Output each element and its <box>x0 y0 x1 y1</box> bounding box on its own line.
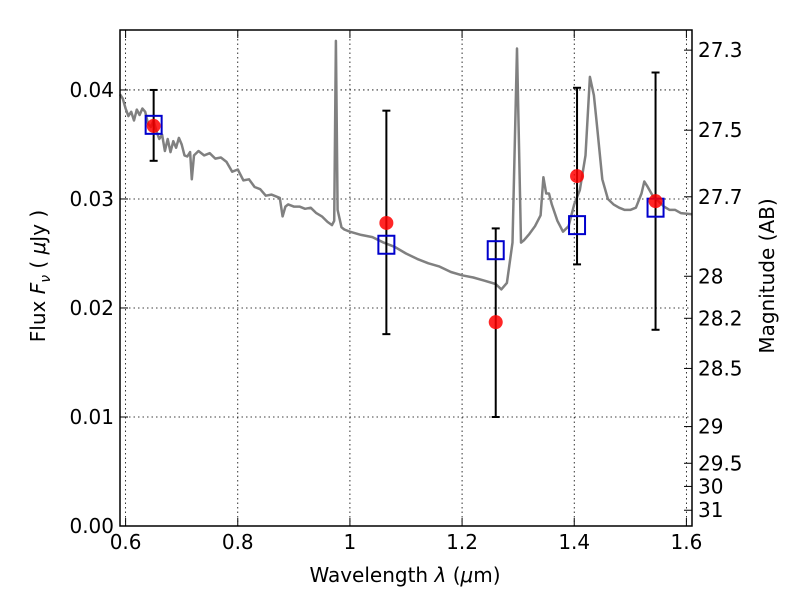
y2-tick-label: 28.2 <box>698 306 743 330</box>
y-tick-label: 0.04 <box>69 78 114 102</box>
x-tick-label: 1.6 <box>670 530 702 554</box>
x-tick-label: 1.2 <box>446 530 478 554</box>
plot-frame <box>119 29 693 527</box>
plot-content <box>118 39 693 418</box>
axes: 0.6 0.8 1 1.2 1.4 1.6 0.00 0.01 0.02 0.03 0.04 27.3… <box>69 30 743 554</box>
x-tick-label: 0.8 <box>222 530 254 554</box>
model-photometry-square <box>377 234 396 255</box>
y-tick-label: 0.00 <box>69 514 114 538</box>
observed-point <box>146 118 161 133</box>
model-photometry-square <box>144 114 163 135</box>
y2-tick-label: 29.5 <box>698 451 743 475</box>
x-tick-label: 1.4 <box>558 530 590 554</box>
x-axis-label: Wavelength λ (μm) <box>309 563 500 587</box>
observed-point <box>379 215 394 230</box>
observed-point <box>648 194 663 209</box>
y2-tick-label: 29 <box>698 415 723 439</box>
x-tick-label: 1 <box>344 530 357 554</box>
y2-tick-label: 27.5 <box>698 118 743 142</box>
observed-point <box>570 169 585 184</box>
y2-axis-label: Magnitude (AB) <box>755 198 779 353</box>
model-photometry-square <box>568 215 587 236</box>
y2-tick-label: 28.5 <box>698 356 743 380</box>
y2-tick-label: 28 <box>698 264 723 288</box>
observed-point <box>488 315 503 330</box>
spectrum-line <box>118 39 693 291</box>
y-tick-label: 0.02 <box>69 296 114 320</box>
y-tick-label: 0.03 <box>69 187 114 211</box>
y2-tick-label: 27.7 <box>698 185 743 209</box>
model-photometry-square <box>486 240 505 261</box>
x-tick-label: 0.6 <box>110 530 142 554</box>
y2-tick-label: 27.3 <box>698 38 743 62</box>
y-axis-label: Flux Fν ( μJy ) <box>26 210 54 342</box>
y2-tick-label: 31 <box>698 498 723 522</box>
y-tick-label: 0.01 <box>69 405 114 429</box>
y2-tick-label: 30 <box>698 474 723 498</box>
